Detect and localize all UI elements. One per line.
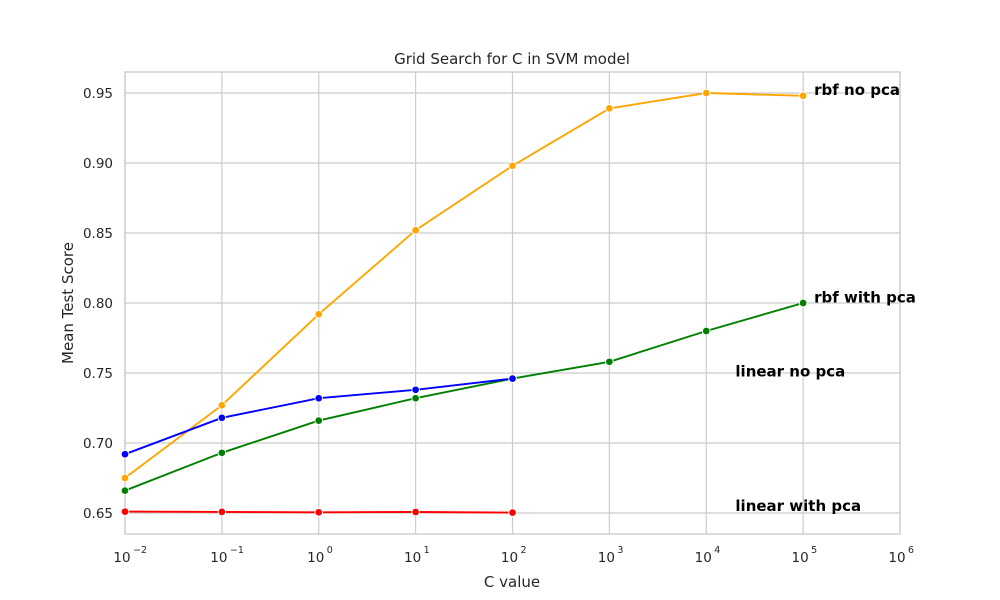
y-tick-label: 0.90	[83, 156, 113, 172]
data-point	[120, 449, 130, 459]
x-tick-label: 10	[210, 550, 227, 566]
data-point	[314, 309, 324, 319]
x-axis-label: C value	[484, 573, 540, 591]
x-tick-exponent: 3	[617, 545, 623, 556]
y-tick-label: 0.75	[83, 366, 113, 382]
data-point	[314, 393, 324, 403]
data-point	[217, 400, 227, 410]
data-point	[508, 374, 517, 383]
data-point	[411, 507, 420, 517]
data-point	[605, 104, 614, 113]
plot-frame	[124, 71, 901, 535]
x-tick-exponent: 5	[811, 545, 817, 556]
data-point	[508, 161, 517, 171]
data-point	[798, 91, 808, 101]
data-point	[702, 88, 711, 98]
series-1	[120, 298, 808, 495]
data-point	[314, 508, 324, 517]
annotations: rbf no pca rbf with pca linear no pca linea…	[735, 81, 915, 515]
data-point	[508, 508, 517, 517]
x-tick-label: 10	[501, 550, 518, 566]
x-tick-label: 10	[307, 550, 324, 566]
series-annotation: linear with pca	[735, 497, 861, 515]
x-tick-exponent: 4	[714, 545, 720, 556]
y-tick-label: 0.85	[83, 226, 113, 242]
x-tick-label: 10	[598, 550, 615, 566]
series-line	[124, 92, 804, 479]
series-annotation: rbf no pca	[814, 81, 900, 99]
data-point	[314, 416, 324, 425]
x-tick-exponent: 2	[521, 545, 527, 556]
x-tick-label: 10	[792, 550, 809, 566]
data-point	[120, 507, 130, 516]
series-layer	[120, 88, 808, 517]
series-3	[120, 507, 517, 517]
data-point	[120, 473, 130, 483]
x-tick-label: 10	[113, 550, 130, 566]
x-tick-label: 10	[888, 550, 905, 566]
series-2	[120, 374, 517, 459]
series-0	[120, 88, 808, 483]
x-tick-label: 10	[404, 550, 421, 566]
y-tick-label: 0.70	[83, 436, 113, 452]
y-tick-label: 0.65	[83, 506, 113, 522]
x-tick-exponent: −2	[133, 545, 147, 556]
data-point	[411, 225, 420, 235]
series-line	[124, 302, 804, 492]
series-annotation: linear no pca	[735, 363, 845, 381]
x-tick-label: 10	[695, 550, 712, 566]
data-point	[411, 385, 420, 395]
data-point	[217, 413, 227, 423]
tick-labels: 10 −2 10 −1 10 0 10 1 10 2 10 3 10 4 10 5 10 60.650.700.7…	[83, 86, 914, 566]
y-tick-label: 0.80	[83, 296, 113, 312]
data-point	[217, 507, 227, 517]
x-tick-exponent: 1	[424, 545, 430, 556]
y-axis-label: Mean Test Score	[59, 242, 77, 364]
grid-lines	[124, 72, 901, 534]
x-tick-exponent: 6	[908, 545, 914, 556]
data-point	[411, 393, 420, 403]
y-tick-label: 0.95	[83, 86, 113, 102]
data-point	[217, 448, 227, 458]
series-annotation: rbf with pca	[814, 288, 916, 306]
data-point	[702, 326, 711, 336]
x-tick-exponent: −1	[230, 545, 244, 556]
data-point	[120, 486, 130, 495]
data-point	[798, 298, 808, 308]
chart-title: Grid Search for C in SVM model	[394, 50, 630, 68]
x-tick-exponent: 0	[327, 545, 333, 556]
data-point	[605, 357, 614, 367]
